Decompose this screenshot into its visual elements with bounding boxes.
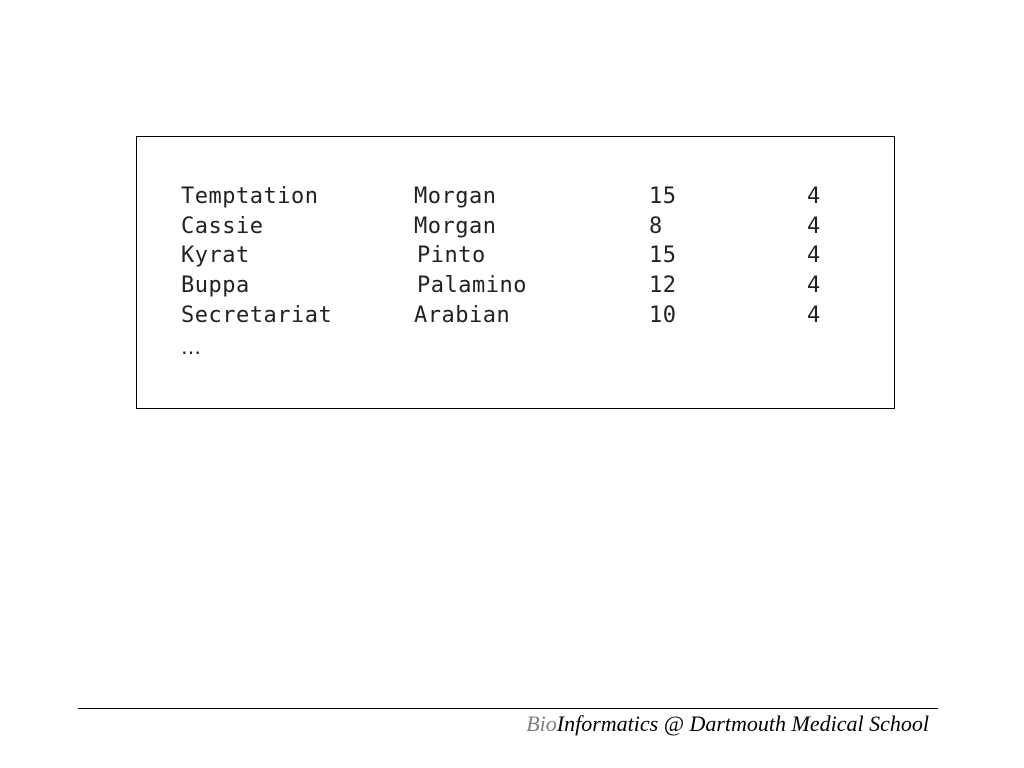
cell-age: 12 <box>649 273 677 298</box>
cell-breed: Arabian <box>414 303 511 328</box>
table-row: Buppa Palamino 12 4 <box>137 271 894 301</box>
data-table-box: Temptation Morgan 15 4 Cassie Morgan 8 4… <box>136 136 895 409</box>
ellipsis: … <box>181 335 201 359</box>
cell-value: 4 <box>807 243 821 268</box>
cell-age: 8 <box>649 214 663 239</box>
cell-age: 15 <box>649 184 677 209</box>
table-row: Temptation Morgan 15 4 <box>137 182 894 212</box>
cell-name: Cassie <box>181 214 264 239</box>
cell-value: 4 <box>807 273 821 298</box>
table-row: Cassie Morgan 8 4 <box>137 212 894 242</box>
footer-prefix: Bio <box>526 711 557 736</box>
cell-value: 4 <box>807 303 821 328</box>
cell-name: Temptation <box>181 184 319 209</box>
table-row: Secretariat Arabian 10 4 <box>137 301 894 331</box>
cell-age: 15 <box>649 243 677 268</box>
cell-name: Buppa <box>181 273 250 298</box>
cell-breed: Palamino <box>417 273 527 298</box>
cell-value: 4 <box>807 184 821 209</box>
footer-divider <box>78 708 938 709</box>
cell-name: Kyrat <box>181 243 250 268</box>
table-row: Kyrat Pinto 15 4 <box>137 241 894 271</box>
cell-breed: Morgan <box>414 214 497 239</box>
cell-name: Secretariat <box>181 303 333 328</box>
footer-text: BioInformatics @ Dartmouth Medical Schoo… <box>526 711 929 737</box>
cell-age: 10 <box>649 303 677 328</box>
footer-institution: Informatics @ Dartmouth Medical School <box>556 711 929 736</box>
cell-breed: Morgan <box>414 184 497 209</box>
cell-value: 4 <box>807 214 821 239</box>
cell-breed: Pinto <box>417 243 486 268</box>
